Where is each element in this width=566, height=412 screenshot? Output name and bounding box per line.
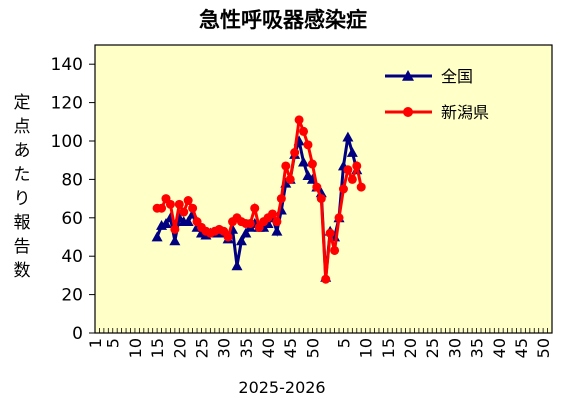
x-tick-label: 15 — [148, 338, 167, 358]
series-niigata-point — [281, 161, 291, 171]
series-layer — [151, 115, 366, 284]
y-tick-label: 40 — [61, 247, 83, 267]
x-axis-title: 2025-2026 — [238, 378, 325, 397]
series-niigata-point — [356, 182, 366, 192]
series-niigata-point — [174, 199, 184, 209]
y-axis-label-char: あ — [14, 141, 31, 161]
x-tick-label: 5 — [334, 338, 353, 348]
plot-area — [94, 44, 553, 334]
y-tick-label: 20 — [61, 286, 83, 306]
series-niigata-point — [330, 245, 340, 255]
series-niigata-point — [325, 228, 335, 238]
legend-niigata-label: 新潟県 — [441, 103, 489, 122]
series-national-point — [342, 131, 354, 142]
x-tick-label: 30 — [215, 338, 234, 358]
x-tick-label: 20 — [170, 338, 189, 358]
x-tick-label: 50 — [534, 338, 553, 358]
y-axis-label-char: 点 — [14, 117, 31, 137]
series-national-point — [160, 218, 172, 228]
y-axis-ticks: 0 20 40 60 80 100 120 140 — [51, 55, 95, 344]
series-niigata-point — [338, 184, 348, 194]
series-niigata-point — [307, 159, 317, 169]
series-national-point — [231, 260, 243, 271]
series-niigata-point — [245, 219, 255, 229]
series-niigata-point — [276, 194, 286, 204]
y-tick-label: 120 — [51, 94, 83, 114]
series-national-point — [235, 235, 247, 246]
series-niigata-point — [183, 196, 193, 206]
series-niigata-point — [223, 232, 233, 242]
x-tick-label: 40 — [259, 338, 278, 358]
x-tick-label: 35 — [237, 338, 256, 358]
x-tick-label: 10 — [357, 338, 376, 358]
y-axis-label-char: 報 — [14, 213, 31, 233]
legend-national-label: 全国 — [441, 67, 473, 86]
x-tick-label: 35 — [468, 338, 487, 358]
chart-title: 急性呼吸器感染症 — [199, 8, 367, 32]
x-tick-label: 5 — [104, 338, 123, 348]
x-axis-ticks: 15 10 15 20 25 30 35 40 45 50 5 10 15 20 25 30 35 40 45 50 — [86, 328, 553, 358]
series-niigata-point — [294, 115, 304, 125]
series-niigata-point — [170, 224, 180, 234]
series-niigata-point — [343, 165, 353, 175]
series-national-point — [271, 225, 283, 236]
series-national-point — [169, 235, 181, 246]
series-niigata-point — [267, 209, 277, 219]
series-niigata-point — [347, 174, 357, 184]
series-niigata-point — [188, 203, 198, 213]
x-tick-label: 25 — [192, 338, 211, 358]
series-niigata-point — [312, 182, 322, 192]
y-tick-label: 100 — [51, 132, 83, 152]
series-niigata-point — [165, 199, 175, 209]
series-niigata-point — [299, 126, 309, 136]
series-niigata-point — [250, 203, 260, 213]
legend-national-marker — [402, 70, 414, 81]
series-niigata-point — [179, 207, 189, 217]
series-national-point — [298, 156, 310, 167]
y-axis-label-char: た — [14, 165, 31, 185]
series-niigata-point — [285, 174, 295, 184]
series-niigata-point — [352, 161, 362, 171]
y-axis-label-char: 定 — [14, 93, 31, 113]
x-tick-label: 30 — [445, 338, 464, 358]
y-axis-label-char: 数 — [14, 261, 31, 281]
series-niigata-point — [316, 194, 326, 204]
x-tick-label: 10 — [126, 338, 145, 358]
x-tick-label: 15 — [379, 338, 398, 358]
y-axis-label-char: り — [14, 189, 31, 209]
series-national-point — [151, 231, 163, 242]
series-national-point — [346, 147, 358, 157]
series-national-point — [182, 216, 194, 227]
y-axis-label-char: 告 — [14, 237, 31, 257]
x-tick-label: 1 — [86, 338, 105, 348]
series-niigata-point — [157, 203, 167, 213]
legend-niigata-marker — [403, 107, 413, 117]
series-niigata-point — [272, 217, 282, 227]
y-tick-label: 0 — [72, 324, 83, 344]
series-niigata-point — [334, 213, 344, 223]
y-tick-label: 80 — [61, 170, 83, 190]
x-tick-label: 20 — [401, 338, 420, 358]
series-national-point — [240, 227, 252, 238]
x-tick-label: 40 — [490, 338, 509, 358]
x-tick-label: 45 — [512, 338, 531, 358]
x-tick-label: 25 — [423, 338, 442, 358]
x-tick-label: 45 — [281, 338, 300, 358]
series-niigata-point — [290, 148, 300, 158]
series-niigata-point — [303, 140, 313, 150]
y-tick-label: 140 — [51, 55, 83, 75]
x-tick-label: 50 — [303, 338, 322, 358]
series-niigata-point — [321, 274, 331, 284]
y-tick-label: 60 — [61, 209, 83, 229]
